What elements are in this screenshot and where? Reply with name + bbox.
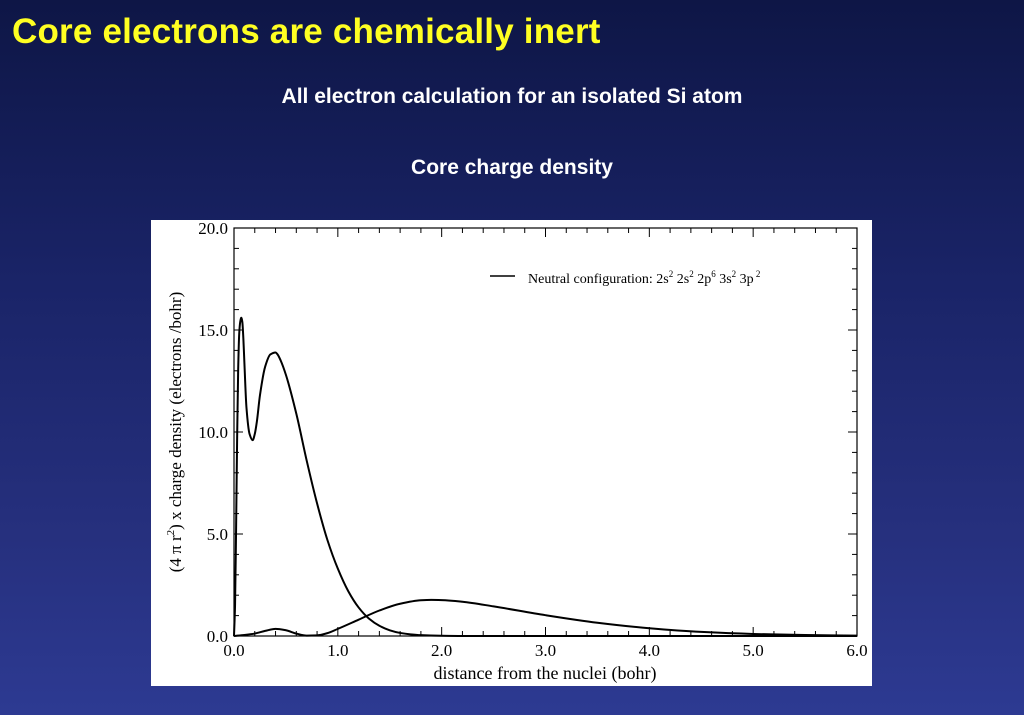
y-tick-label: 20.0 bbox=[198, 220, 228, 238]
x-tick-label: 0.0 bbox=[223, 641, 244, 660]
y-tick-label: 15.0 bbox=[198, 321, 228, 340]
y-tick-label: 10.0 bbox=[198, 423, 228, 442]
x-tick-label: 4.0 bbox=[639, 641, 660, 660]
x-tick-label: 1.0 bbox=[327, 641, 348, 660]
chart-panel: 0.0 1.0 2.0 3.0 4.0 5.0 6.0 0.0 5.0 10.0 15.0 20.0 … bbox=[151, 220, 872, 686]
charge-density-chart: 0.0 1.0 2.0 3.0 4.0 5.0 6.00.05.010.015.020.0 … bbox=[165, 220, 868, 684]
chart-legend: Neutral configuration: 2s2 2s2 2p6 3s2 3… bbox=[490, 269, 760, 287]
y-axis-label: (4 π r2) x charge density (electrons /bo… bbox=[165, 292, 185, 572]
series-line-2 bbox=[233, 598, 858, 637]
slide-subtitle: All electron calculation for an isolated… bbox=[281, 85, 743, 108]
x-tick-label: 5.0 bbox=[743, 641, 764, 660]
x-tick-label: 3.0 bbox=[535, 641, 556, 660]
y-tick-label: 0.0 bbox=[207, 627, 228, 646]
x-tick-label: 6.0 bbox=[846, 641, 867, 660]
plot-frame bbox=[233, 227, 858, 637]
y-tick-label: 5.0 bbox=[207, 525, 228, 544]
slide-title: Core electrons are chemically inert bbox=[12, 12, 601, 51]
x-tick-label: 2.0 bbox=[431, 641, 452, 660]
section-label: Core charge density bbox=[411, 156, 613, 179]
series-line-1 bbox=[233, 316, 857, 638]
x-axis-label: distance from the nuclei (bohr) bbox=[434, 663, 657, 684]
legend-label: Neutral configuration: 2s2 2s2 2p6 3s2 3… bbox=[528, 269, 760, 287]
